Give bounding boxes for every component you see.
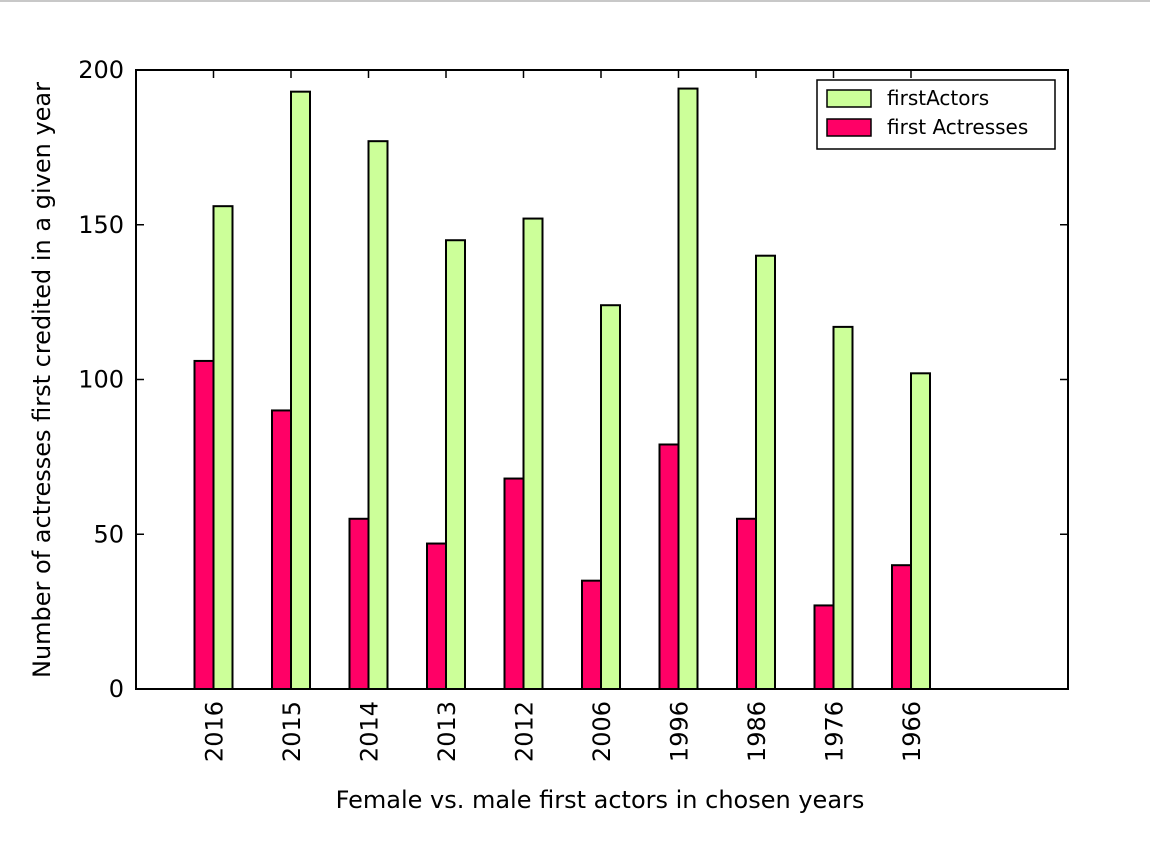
x-tick-label: 2015 xyxy=(278,701,306,762)
x-tick-label: 1976 xyxy=(821,701,849,762)
legend: firstActors first Actresses xyxy=(816,79,1056,150)
top-border xyxy=(0,0,1150,2)
legend-swatch-first-actresses xyxy=(826,118,872,137)
bar-firstactors-2014 xyxy=(367,140,389,690)
bar-firstactors-2012 xyxy=(522,217,544,690)
x-tick-label: 2016 xyxy=(201,701,229,762)
bar-firstactors-2015 xyxy=(290,90,311,691)
x-tick-label: 1986 xyxy=(743,701,771,762)
bars-layer xyxy=(193,87,931,691)
y-axis-ticks: 0 50 100 150 200 xyxy=(78,56,1068,703)
bar-firstactors-1986 xyxy=(755,254,776,690)
y-axis-label: Number of actresses first credited in a … xyxy=(28,82,56,678)
bar-first-actresses-2015 xyxy=(271,409,292,690)
x-axis-label: Female vs. male first actors in chosen y… xyxy=(336,786,865,814)
bar-firstactors-2016 xyxy=(212,205,234,690)
bar-first-actresses-1986 xyxy=(736,517,757,691)
y-tick-label: 0 xyxy=(109,675,124,703)
x-tick-label: 1996 xyxy=(666,701,694,762)
bar-first-actresses-2014 xyxy=(348,517,370,691)
bar-firstactors-1996 xyxy=(677,87,699,690)
y-tick-label: 150 xyxy=(78,211,124,239)
legend-label: first Actresses xyxy=(887,115,1028,139)
y-tick-label: 200 xyxy=(78,56,124,84)
bar-first-actresses-1996 xyxy=(658,443,680,690)
y-tick-label: 100 xyxy=(78,366,124,394)
bar-firstactors-1966 xyxy=(910,372,931,690)
x-tick-label: 2012 xyxy=(511,701,539,762)
legend-swatch-firstactors xyxy=(826,89,872,108)
x-tick-label: 2006 xyxy=(588,701,616,762)
x-tick-label: 1966 xyxy=(898,701,926,762)
bar-firstactors-2013 xyxy=(445,239,466,690)
bar-first-actresses-2016 xyxy=(193,359,215,690)
y-tick-label: 50 xyxy=(93,520,124,548)
bar-first-actresses-2012 xyxy=(503,477,525,691)
x-tick-label: 2014 xyxy=(356,701,384,762)
bar-firstactors-1976 xyxy=(832,325,854,690)
bar-first-actresses-1976 xyxy=(813,604,835,690)
bar-first-actresses-2006 xyxy=(581,579,602,690)
x-axis-ticks: 2016 2015 2014 2013 2012 2006 1996 1986 1976 1966 xyxy=(201,70,926,762)
legend-label: firstActors xyxy=(887,86,989,110)
bar-first-actresses-1966 xyxy=(891,564,912,691)
bar-firstactors-2006 xyxy=(600,304,621,690)
bar-first-actresses-2013 xyxy=(426,542,447,690)
x-tick-label: 2013 xyxy=(433,701,461,762)
